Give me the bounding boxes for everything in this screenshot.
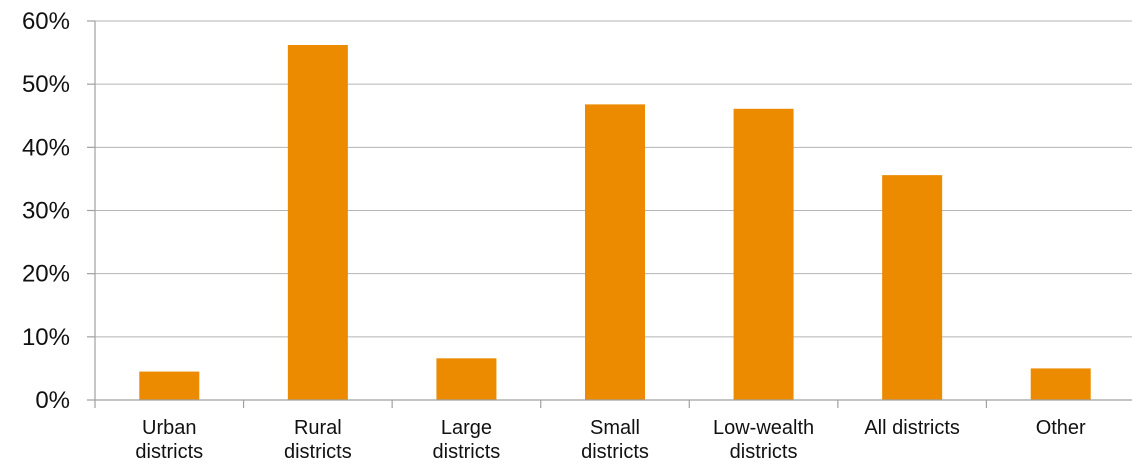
x-tick-label: Other	[1036, 417, 1086, 439]
x-tick-label: Rural districts	[284, 417, 352, 463]
y-tick-labels: 0% 10% 20% 30% 40% 50% 60%	[22, 8, 70, 414]
x-tick-label: Low-wealth districts	[713, 417, 814, 463]
bar	[287, 45, 348, 401]
y-tick-label: 10%	[22, 324, 70, 351]
x-tick-label: Urban districts	[135, 417, 203, 463]
bar	[436, 358, 497, 400]
y-tick-label: 20%	[22, 261, 70, 288]
bar	[733, 108, 794, 400]
y-tick-label: 0%	[35, 387, 70, 414]
y-tick-label: 60%	[22, 8, 70, 35]
bar	[139, 371, 200, 400]
axes	[87, 20, 1132, 408]
x-tick-label: Small districts	[581, 417, 649, 463]
y-tick-label: 30%	[22, 198, 70, 225]
bar	[882, 175, 943, 400]
y-tick-label: 50%	[22, 71, 70, 98]
x-tick-label: Large districts	[433, 417, 501, 463]
x-tick-labels: Urban districts Rural districts Large distric…	[135, 417, 1086, 463]
bar	[1030, 368, 1091, 400]
x-tick-label: All districts	[864, 417, 960, 439]
bar	[585, 104, 645, 400]
bars	[139, 45, 1091, 401]
y-tick-label: 40%	[22, 134, 70, 161]
